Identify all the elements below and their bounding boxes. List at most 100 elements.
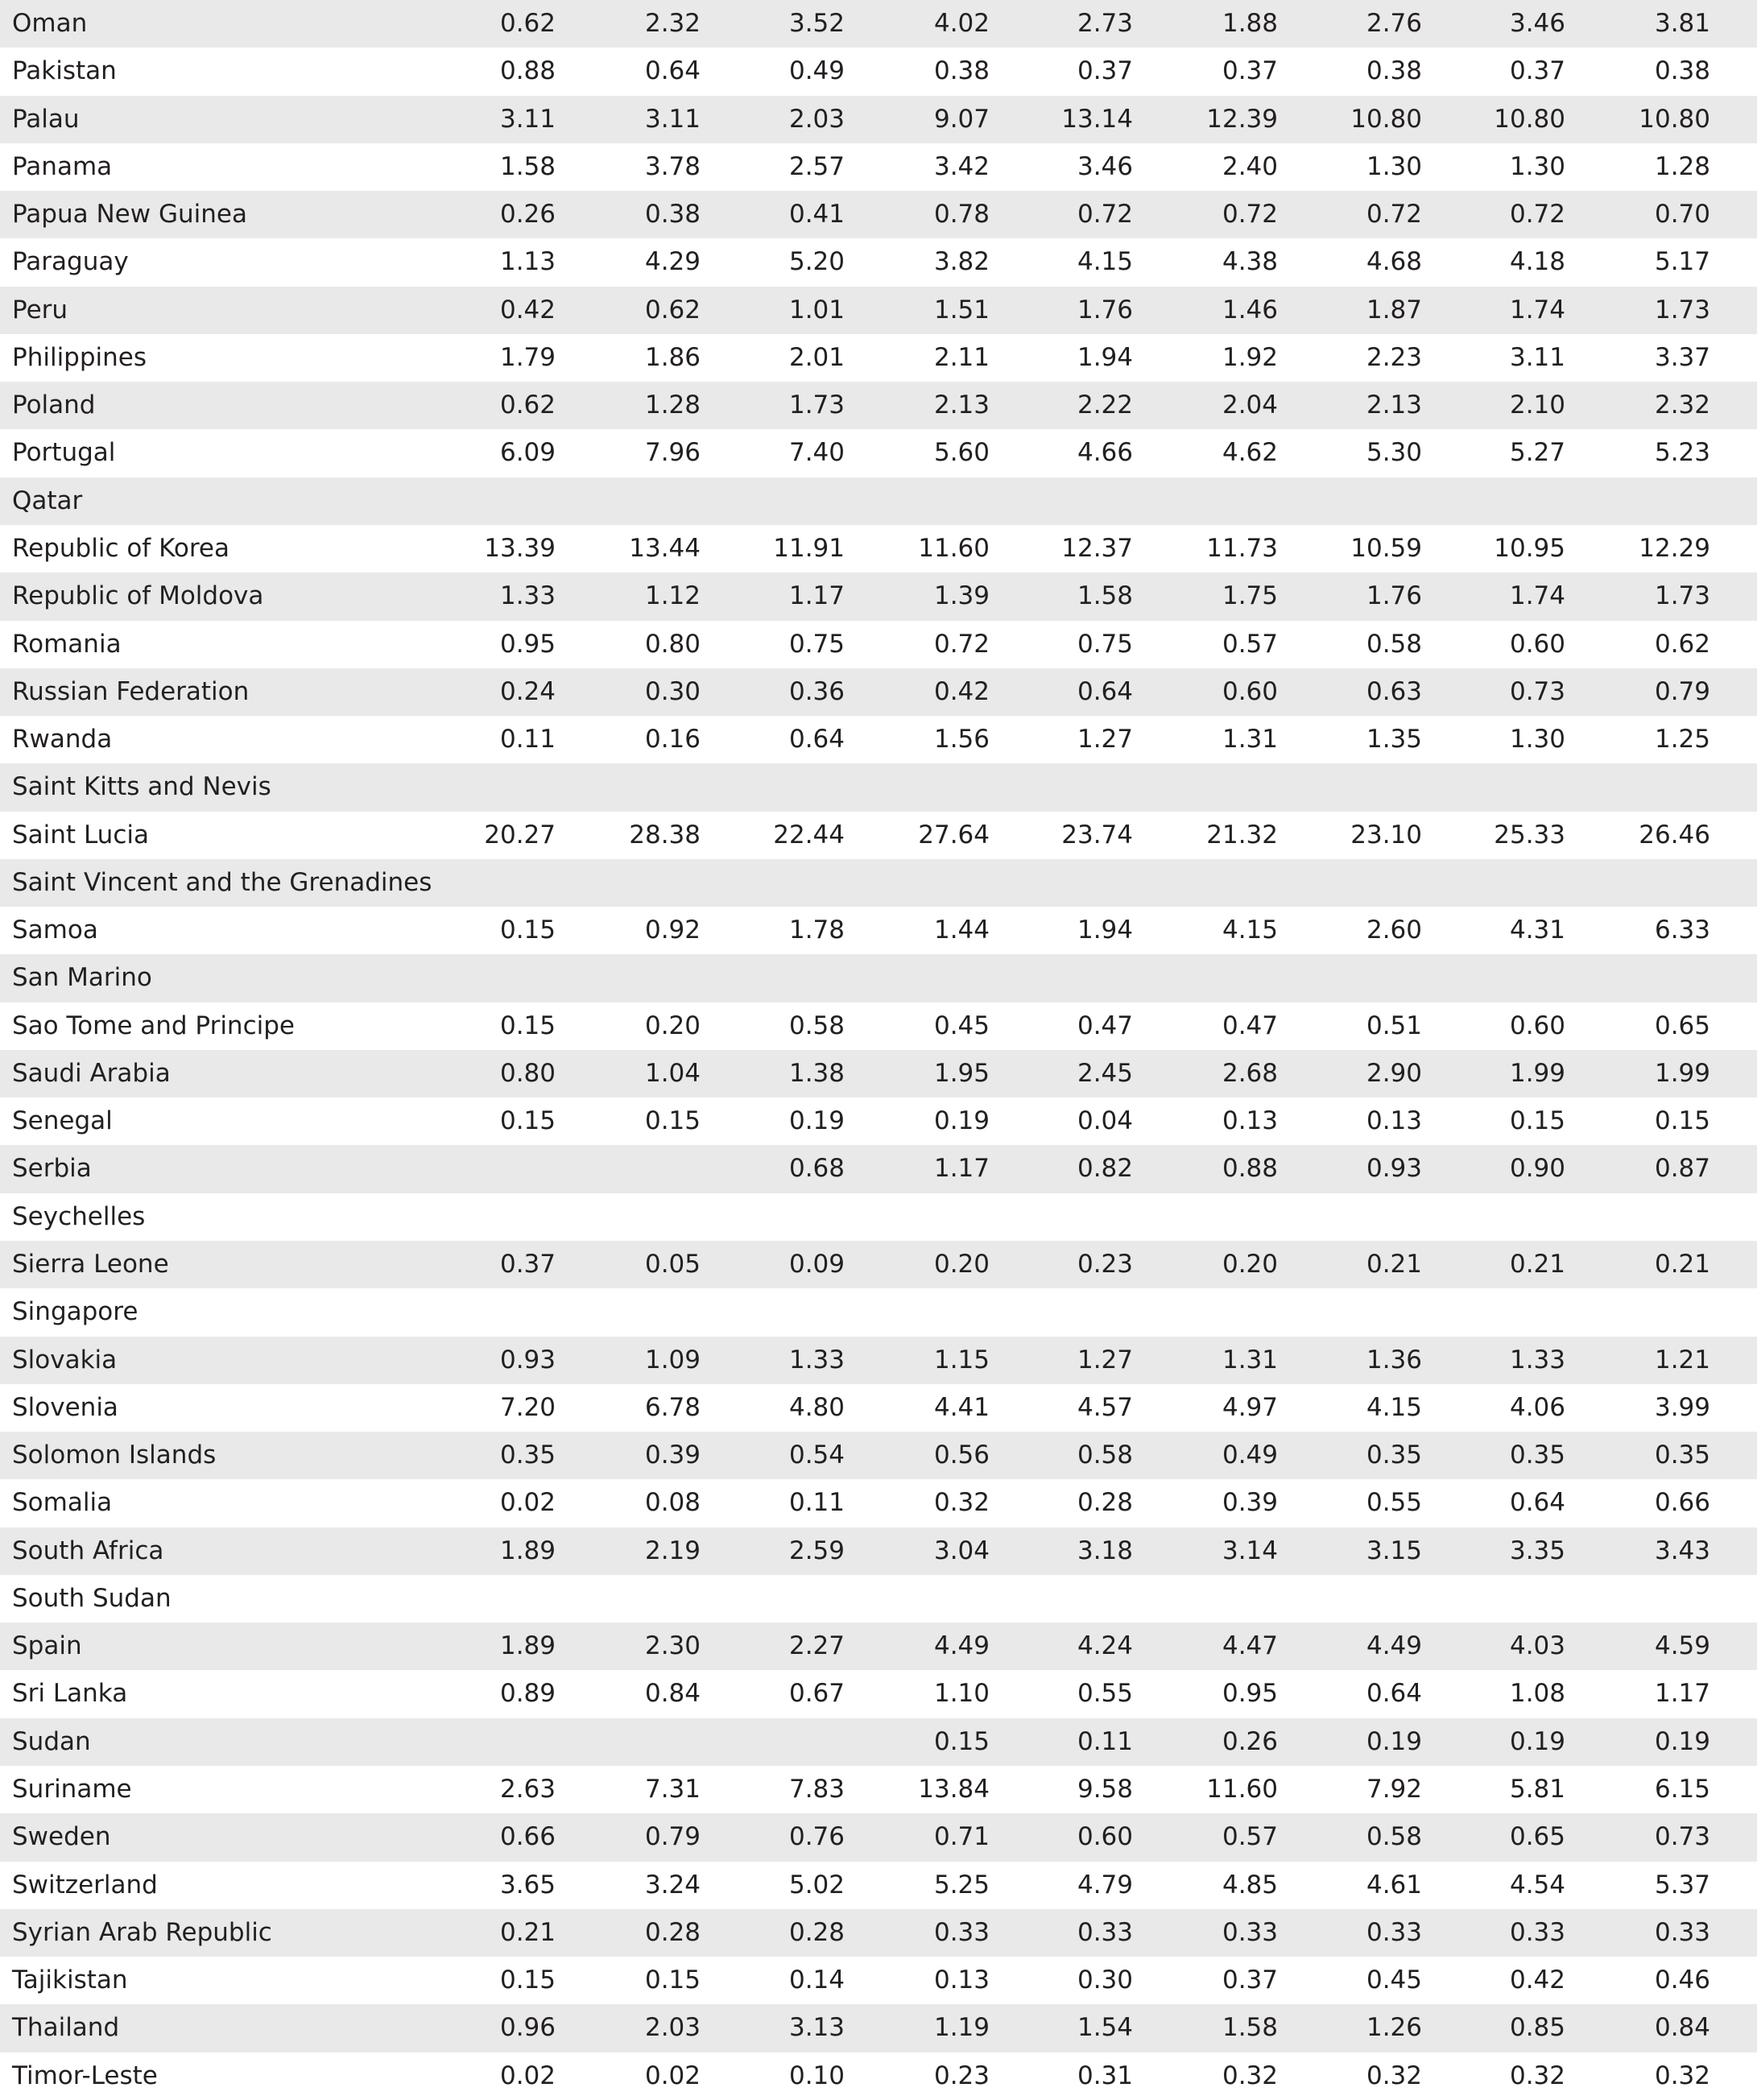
value-cell: 0.35 [499, 1441, 556, 1470]
value-cell: 0.37 [1509, 56, 1565, 86]
value-cell: 1.30 [1509, 725, 1565, 754]
value-cell: 4.66 [1077, 438, 1133, 468]
value-cell: 0.72 [1366, 200, 1422, 229]
value-cell: 4.03 [1509, 1631, 1565, 1661]
value-cell: 2.04 [1222, 391, 1278, 420]
value-cell: 0.38 [933, 56, 990, 86]
country-name: South Sudan [12, 1583, 172, 1613]
value-cell: 0.32 [1366, 2061, 1422, 2090]
table-row: Sri Lanka 0.89 0.84 0.67 1.10 0.55 0.95 0.64 1.0… [0, 1670, 1757, 1718]
value-cell: 3.13 [788, 2013, 845, 2043]
value-cell: 0.23 [933, 2061, 990, 2090]
table-row: Thailand 0.96 2.03 3.13 1.19 1.54 1.58 1.26 0.85… [0, 2004, 1757, 2052]
value-cell: 4.49 [933, 1631, 990, 1661]
value-cell: 4.68 [1366, 247, 1422, 277]
value-cell: 0.75 [1077, 629, 1133, 659]
value-cell: 2.57 [788, 151, 845, 181]
value-cell: 23.74 [1061, 820, 1133, 850]
value-cell: 4.06 [1509, 1392, 1565, 1422]
value-cell: 1.27 [1077, 1345, 1133, 1375]
value-cell: 2.59 [788, 1536, 845, 1565]
value-cell: 0.42 [1509, 1966, 1565, 1995]
value-cell: 0.84 [1654, 2013, 1710, 2043]
value-cell: 0.72 [1222, 200, 1278, 229]
value-cell: 7.96 [644, 438, 701, 468]
value-cell: 1.30 [1366, 151, 1422, 181]
value-cell: 5.23 [1654, 438, 1710, 468]
value-cell: 3.37 [1654, 342, 1710, 372]
value-cell: 0.67 [788, 1679, 845, 1709]
value-cell: 1.51 [933, 295, 990, 325]
value-cell: 7.40 [788, 438, 845, 468]
value-cell: 0.19 [1654, 1726, 1710, 1756]
value-cell: 1.56 [933, 725, 990, 754]
value-cell: 2.76 [1366, 9, 1422, 38]
value-cell: 4.54 [1509, 1870, 1565, 1900]
value-cell: 0.64 [1077, 676, 1133, 706]
table-row: Slovakia 0.93 1.09 1.33 1.15 1.27 1.31 1.36 1.33… [0, 1336, 1757, 1384]
value-cell: 25.33 [1494, 820, 1565, 850]
value-cell: 0.19 [933, 1106, 990, 1136]
value-cell: 4.18 [1509, 247, 1565, 277]
country-name: Sierra Leone [12, 1250, 169, 1279]
value-cell: 0.72 [1077, 200, 1133, 229]
value-cell: 1.89 [499, 1631, 556, 1661]
value-cell: 3.43 [1654, 1536, 1710, 1565]
value-cell: 0.57 [1222, 629, 1278, 659]
value-cell: 5.25 [933, 1870, 990, 1900]
table-row: Saudi Arabia 0.80 1.04 1.38 1.95 2.45 2.68 2.90… [0, 1049, 1757, 1098]
value-cell: 0.24 [499, 676, 556, 706]
value-cell: 2.32 [644, 9, 701, 38]
value-cell: 0.15 [1509, 1106, 1565, 1136]
value-cell: 0.20 [644, 1011, 701, 1040]
value-cell: 0.21 [1366, 1250, 1422, 1279]
value-cell: 0.58 [1366, 629, 1422, 659]
value-cell: 0.28 [1077, 1488, 1133, 1518]
value-cell: 4.49 [1366, 1631, 1422, 1661]
value-cell: 9.58 [1077, 1774, 1133, 1804]
table-row: Palau 3.11 3.11 2.03 9.07 13.14 12.39 10.80 10.8… [0, 95, 1757, 143]
table-row: Tajikistan 0.15 0.15 0.14 0.13 0.30 0.37 0.45 0.… [0, 1957, 1757, 2004]
value-cell: 1.25 [1654, 725, 1710, 754]
value-cell: 2.40 [1222, 151, 1278, 181]
table-row: Singapore [0, 1288, 1757, 1336]
value-cell: 4.15 [1222, 916, 1278, 945]
value-cell: 0.49 [1222, 1441, 1278, 1470]
value-cell: 11.73 [1206, 533, 1278, 563]
value-cell: 0.38 [1366, 56, 1422, 86]
value-cell: 0.02 [644, 2061, 701, 2090]
value-cell: 0.60 [1509, 1011, 1565, 1040]
value-cell: 0.70 [1654, 200, 1710, 229]
value-cell: 0.42 [499, 295, 556, 325]
country-name: Sri Lanka [12, 1679, 128, 1709]
value-cell: 5.30 [1366, 438, 1422, 468]
country-name: Philippines [12, 342, 147, 372]
value-cell: 0.15 [499, 916, 556, 945]
value-cell: 4.61 [1366, 1870, 1422, 1900]
value-cell: 0.82 [1077, 1154, 1133, 1184]
value-cell: 0.64 [788, 725, 845, 754]
value-cell: 10.59 [1350, 533, 1422, 563]
value-cell: 0.19 [1509, 1726, 1565, 1756]
value-cell: 0.28 [644, 1917, 701, 1947]
country-name: Samoa [12, 916, 98, 945]
value-cell: 0.21 [1509, 1250, 1565, 1279]
value-cell: 0.60 [1222, 676, 1278, 706]
value-cell: 4.62 [1222, 438, 1278, 468]
value-cell: 10.80 [1494, 104, 1565, 134]
value-cell: 1.73 [788, 391, 845, 420]
value-cell: 0.19 [1366, 1726, 1422, 1756]
country-name: Portugal [12, 438, 116, 468]
value-cell: 0.09 [788, 1250, 845, 1279]
country-name: Qatar [12, 486, 83, 515]
value-cell: 0.28 [788, 1917, 845, 1947]
value-cell: 3.82 [933, 247, 990, 277]
table-row: San Marino [0, 954, 1757, 1002]
value-cell: 1.76 [1077, 295, 1133, 325]
value-cell: 1.27 [1077, 725, 1133, 754]
value-cell: 11.60 [918, 533, 990, 563]
country-name: Seychelles [12, 1201, 146, 1231]
value-cell: 0.65 [1509, 1822, 1565, 1852]
value-cell: 0.65 [1654, 1011, 1710, 1040]
country-name: Tajikistan [12, 1966, 128, 1995]
